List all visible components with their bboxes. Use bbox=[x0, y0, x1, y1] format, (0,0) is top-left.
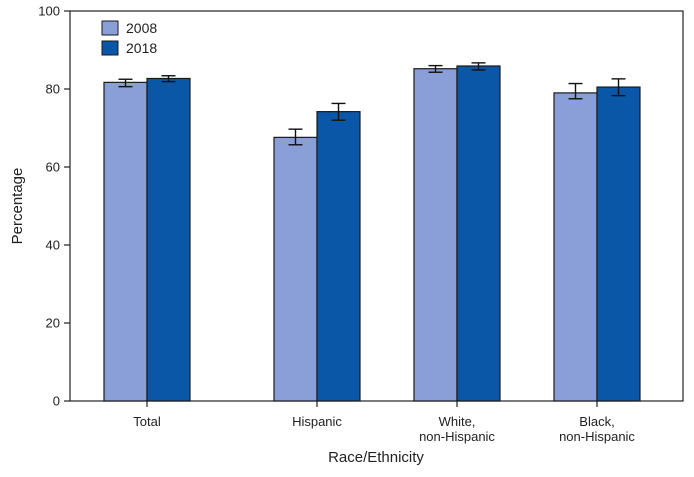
x-axis-title: Race/Ethnicity bbox=[328, 449, 424, 466]
y-tick-label: 20 bbox=[46, 316, 60, 331]
y-tick-label: 40 bbox=[46, 238, 60, 253]
bar-2008-3 bbox=[553, 92, 598, 402]
x-tick-label: Hispanic bbox=[292, 414, 342, 429]
x-tick-label: Black, bbox=[579, 414, 614, 429]
bar-2008-2 bbox=[413, 68, 458, 402]
bar-2018-0 bbox=[146, 77, 191, 402]
x-axis: Total Hispanic White,non-HispanicBlack,non… bbox=[133, 401, 635, 444]
bar-2008-1 bbox=[273, 136, 318, 402]
legend-swatch-2018 bbox=[101, 40, 119, 56]
x-tick-label: White, bbox=[439, 414, 476, 429]
legend-label-2018: 2018 bbox=[126, 40, 157, 56]
y-axis-title: Percentage bbox=[9, 168, 26, 245]
legend-swatch-2008 bbox=[101, 20, 119, 36]
y-tick-label: 60 bbox=[46, 160, 60, 175]
bar-2018-3 bbox=[596, 86, 641, 402]
bar-series bbox=[103, 62, 641, 402]
legend: 2008 2018 bbox=[101, 20, 157, 56]
y-tick-label: 100 bbox=[38, 4, 60, 19]
x-tick-label: non-Hispanic bbox=[559, 429, 635, 444]
y-axis: 0 20 40 60 80 100 bbox=[38, 4, 70, 409]
bar-2018-2 bbox=[456, 65, 501, 402]
x-tick-label: non-Hispanic bbox=[419, 429, 495, 444]
legend-label-2008: 2008 bbox=[126, 20, 157, 36]
y-tick-label: 80 bbox=[46, 82, 60, 97]
bar-2018-1 bbox=[316, 111, 361, 402]
bar-2008-0 bbox=[103, 81, 148, 402]
y-tick-label: 0 bbox=[53, 394, 60, 409]
x-tick-label: Total bbox=[133, 414, 161, 429]
